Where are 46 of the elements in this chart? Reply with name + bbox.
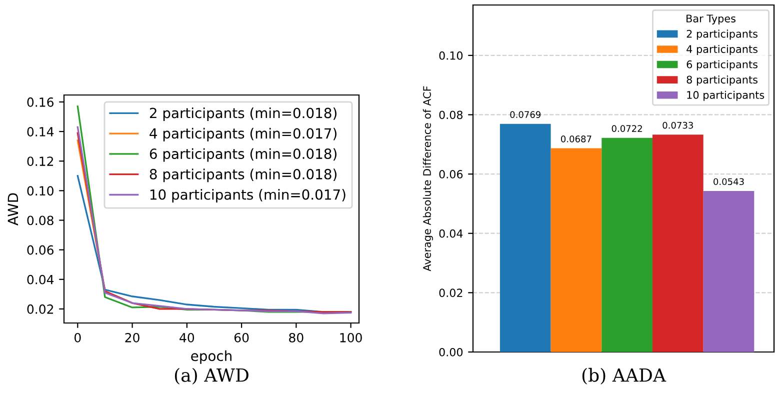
bar <box>703 190 754 352</box>
y-tick-label: 0.00 <box>439 348 463 356</box>
legend-label: 8 participants <box>686 76 758 86</box>
y-tick-label: 0.10 <box>439 51 463 60</box>
y-tick-label: 0.12 <box>27 156 54 166</box>
y-tick-label: 0.06 <box>27 245 54 255</box>
y-tick-label: 0.04 <box>27 274 54 284</box>
y-tick-label: 0.08 <box>27 216 54 226</box>
text: (b) AADA <box>582 368 666 384</box>
bar <box>550 148 602 352</box>
bar <box>652 134 704 352</box>
y-tick-label: 0.08 <box>439 110 463 120</box>
legend-label: 4 participants <box>686 44 758 56</box>
data-label: 0.0543 <box>714 178 744 186</box>
y-axis-title: AWD <box>8 193 18 226</box>
x-tick-label: 80 <box>289 332 304 342</box>
y-tick-label: 0.14 <box>27 126 54 136</box>
x-tick-label: 0 <box>74 332 81 342</box>
y-tick-label: 0.10 <box>27 186 54 196</box>
y-tick-label: 0.02 <box>27 304 54 314</box>
y-axis-title: Average Absolute Difference of ACF <box>422 86 433 272</box>
data-label: 0.0769 <box>510 111 541 118</box>
legend-label: 8 participants (min=0.018) <box>150 168 336 182</box>
x-tick-label: 60 <box>234 332 249 342</box>
data-label: 0.0687 <box>561 136 592 142</box>
y-tick-label: 0.02 <box>439 288 462 298</box>
x-axis-title: epoch <box>191 350 232 364</box>
x-tick-label: 100 <box>340 332 362 342</box>
data-label: 0.0722 <box>612 125 642 132</box>
legend-label: 10 participants (min=0.017) <box>150 189 346 202</box>
data-label: 0.0733 <box>662 122 693 129</box>
bar <box>602 138 652 352</box>
text: (a) AWD <box>174 368 248 384</box>
legend-label: 6 participants <box>686 60 758 70</box>
y-tick-label: 0.06 <box>439 170 463 178</box>
legend-title: Bar Types <box>686 14 736 24</box>
y-tick-label: 0.16 <box>27 97 54 107</box>
legend-label: 6 participants (min=0.018) <box>150 148 336 162</box>
bar <box>500 124 551 352</box>
legend-label: 10 participants <box>687 90 764 101</box>
legend-label: 4 participants (min=0.017) <box>150 128 336 142</box>
legend-label: 2 participants <box>686 30 758 40</box>
x-tick-label: 20 <box>125 332 140 342</box>
legend-label: 2 participants (min=0.018) <box>150 108 336 121</box>
x-tick-label: 40 <box>180 332 194 342</box>
y-tick-label: 0.04 <box>439 229 463 238</box>
